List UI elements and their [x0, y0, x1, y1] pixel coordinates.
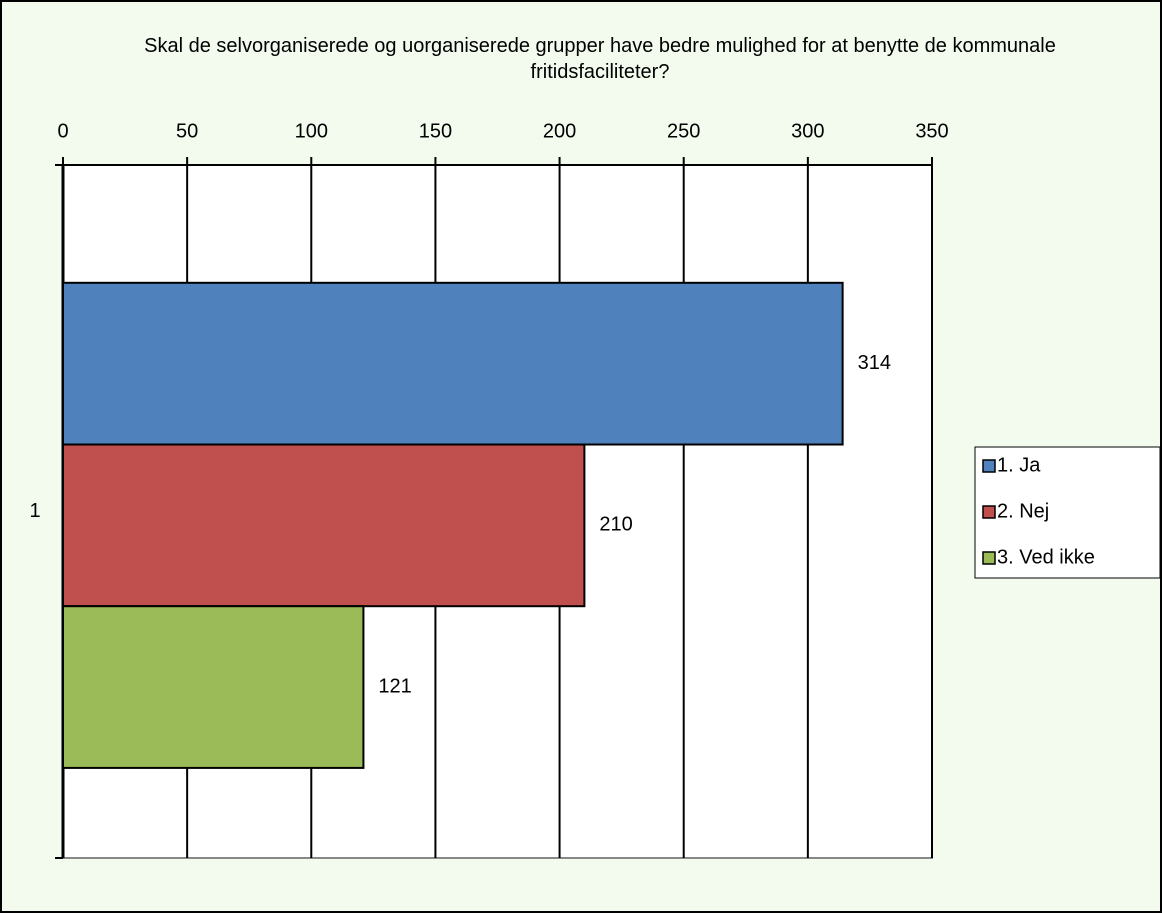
- data-label: 314: [858, 352, 891, 374]
- bar: [62, 281, 844, 446]
- bar: [62, 443, 586, 608]
- y-tick-label: 1: [29, 500, 40, 522]
- legend-marker: [982, 551, 996, 565]
- legend-label: 2. Nej: [997, 500, 1049, 522]
- x-tick-label: 150: [419, 120, 452, 142]
- data-label: 121: [378, 675, 411, 697]
- legend-box: [974, 446, 1161, 579]
- bar: [62, 605, 365, 769]
- x-tick-label: 250: [667, 120, 700, 142]
- chart-title: Skal de selvorganiserede og uorganisered…: [144, 35, 1056, 83]
- legend-marker: [982, 459, 996, 473]
- x-tick-label: 300: [791, 120, 824, 142]
- x-tick-label: 50: [176, 120, 198, 142]
- legend-marker: [982, 505, 996, 519]
- x-tick-label: 350: [915, 120, 948, 142]
- legend-label: 3. Ved ikke: [997, 546, 1095, 568]
- x-tick-label: 100: [295, 120, 328, 142]
- x-tick-label: 0: [57, 120, 68, 142]
- x-tick-label: 200: [543, 120, 576, 142]
- data-label: 210: [599, 514, 632, 536]
- legend-label: 1. Ja: [997, 454, 1041, 476]
